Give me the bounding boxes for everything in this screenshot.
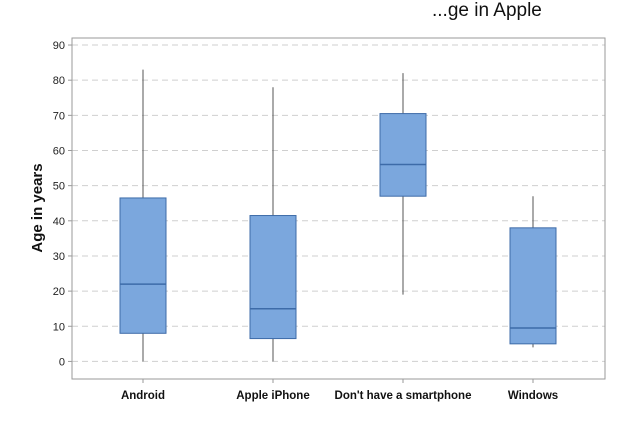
y-axis-title: Age in years — [29, 163, 46, 252]
box-windows — [509, 196, 557, 348]
y-tick-label-60: 60 — [53, 145, 65, 157]
y-tick-label-20: 20 — [53, 286, 65, 298]
x-tick-label-windows: Windows — [508, 390, 558, 402]
y-tick-label-10: 10 — [53, 321, 65, 333]
y-tick-label-0: 0 — [59, 356, 65, 368]
boxes-layer — [119, 69, 557, 362]
plot-frame — [71, 37, 606, 380]
iqr-box-apple-iphone — [249, 215, 297, 340]
y-tick-label-30: 30 — [53, 251, 65, 263]
box-android — [119, 69, 167, 362]
iqr-box-android — [119, 197, 167, 334]
x-tick-label-apple-iphone: Apple iPhone — [236, 390, 309, 402]
y-tick-label-80: 80 — [53, 75, 65, 87]
y-tick-label-40: 40 — [53, 216, 65, 228]
box-don-t-have-a-smartphone — [379, 73, 427, 295]
box-apple-iphone — [249, 87, 297, 362]
chart-title: ...ge in Apple — [432, 0, 542, 21]
iqr-box-windows — [509, 227, 557, 345]
x-tick-label-don-t-have-a-smartphone: Don't have a smartphone — [335, 390, 472, 402]
y-tick-label-50: 50 — [53, 181, 65, 193]
y-tick-label-90: 90 — [53, 40, 65, 52]
x-tick-label-android: Android — [121, 390, 165, 402]
iqr-box-don-t-have-a-smartphone — [379, 113, 427, 197]
y-axis-ticks: 0 10 20 30 40 50 60 70 80 90 — [53, 40, 72, 368]
x-axis-ticks: Android Apple iPhone Don't have a smartpho… — [121, 379, 558, 402]
y-tick-label-70: 70 — [53, 110, 65, 122]
